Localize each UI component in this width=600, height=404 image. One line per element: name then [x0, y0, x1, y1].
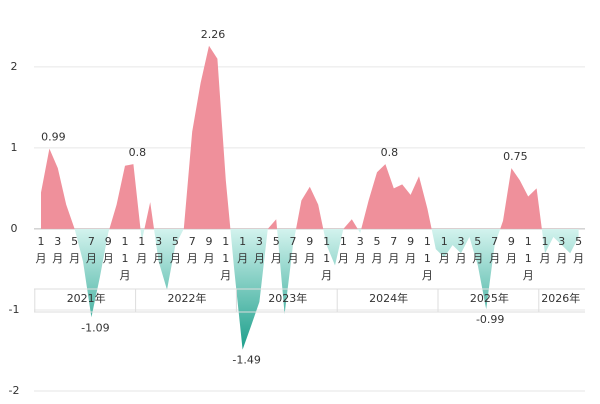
value-label: -0.99 [476, 313, 504, 326]
value-label: -1.09 [81, 321, 109, 334]
value-label: 0.75 [503, 150, 528, 163]
year-label: 2021年 [67, 291, 106, 305]
year-label: 2026年 [541, 291, 580, 305]
value-label: 0.8 [129, 146, 147, 159]
year-label: 2025年 [470, 291, 509, 305]
y-tick-label: 2 [11, 60, 18, 73]
year-label: 2023年 [268, 291, 307, 305]
y-tick-label: 0 [11, 222, 18, 235]
y-tick-label: -2 [9, 384, 20, 397]
y-tick-label: 1 [11, 141, 18, 154]
year-label: 2022年 [168, 291, 207, 305]
year-label: 2024年 [369, 291, 408, 305]
value-label: 2.26 [201, 28, 226, 41]
value-label: 0.8 [381, 146, 399, 159]
area [41, 45, 579, 350]
value-label: 0.99 [41, 131, 66, 144]
y-tick-label: -1 [9, 303, 20, 316]
value-label: -1.49 [232, 354, 260, 367]
